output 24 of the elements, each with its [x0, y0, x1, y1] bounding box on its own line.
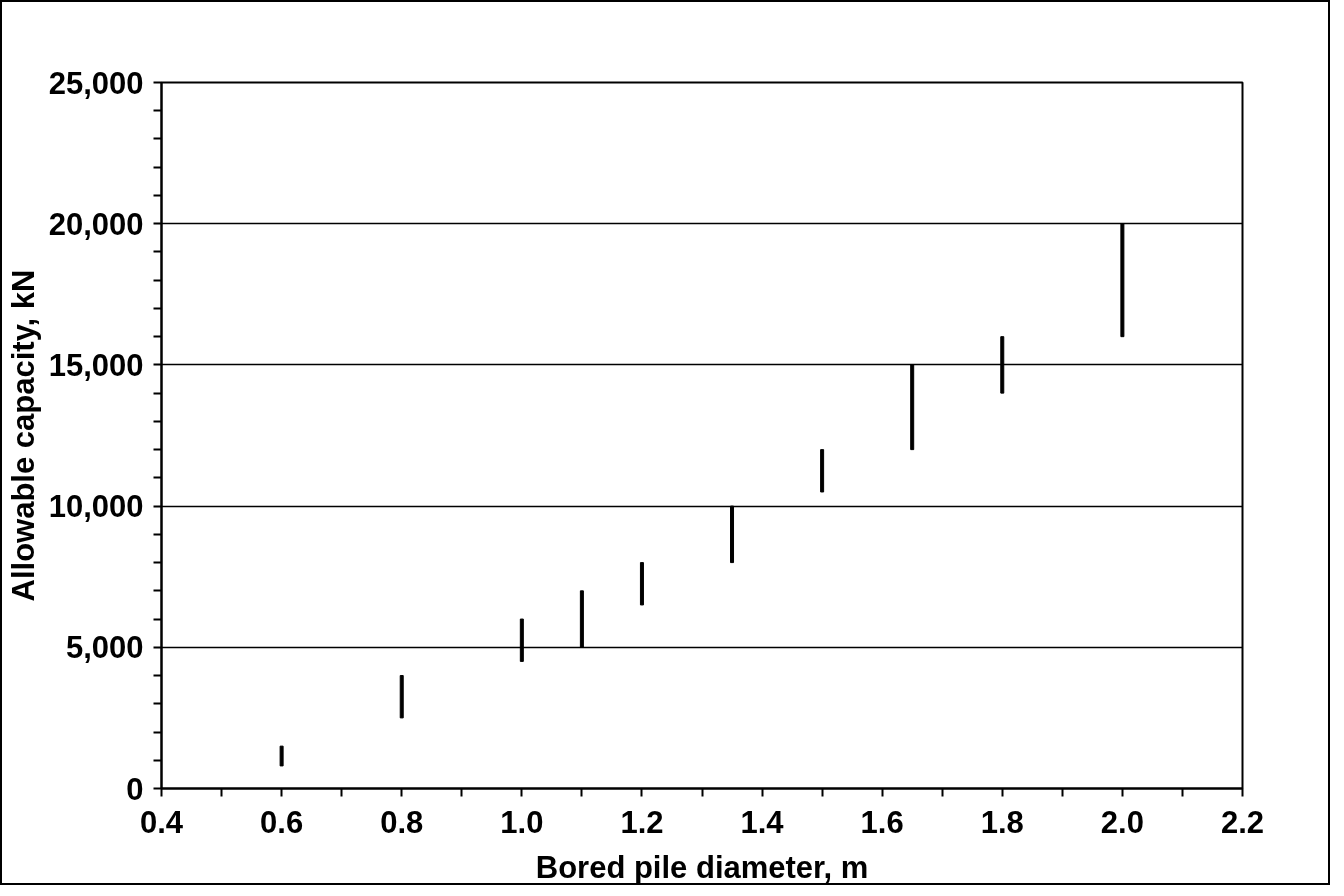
x-tick-label: 1.2 [620, 804, 664, 840]
x-tick-label: 1.8 [980, 804, 1024, 840]
y-tick-label: 10,000 [48, 489, 144, 525]
bar [279, 745, 284, 767]
y-tick-label: 0 [126, 771, 144, 807]
x-tick-label: 1.4 [740, 804, 785, 840]
x-tick-label: 2.2 [1220, 804, 1265, 840]
x-tick-label: 1.6 [860, 804, 904, 840]
x-tick-label: 0.8 [380, 804, 424, 840]
x-tick-label: 0.6 [260, 804, 304, 840]
y-axis-title: Allowable capacity, kN [5, 269, 41, 602]
bar [730, 505, 735, 564]
bar [820, 449, 825, 493]
x-tick-label: 0.4 [139, 804, 184, 840]
bar [639, 562, 644, 606]
bar [1000, 336, 1005, 394]
bar [399, 675, 404, 719]
y-tick-label: 20,000 [48, 206, 144, 242]
y-tick-label: 15,000 [48, 347, 144, 383]
bar [910, 364, 915, 451]
y-tick-label: 25,000 [48, 65, 144, 101]
x-tick-label: 1.0 [500, 804, 544, 840]
y-tick-label: 5,000 [65, 630, 144, 666]
x-tick-label: 2.0 [1100, 804, 1144, 840]
